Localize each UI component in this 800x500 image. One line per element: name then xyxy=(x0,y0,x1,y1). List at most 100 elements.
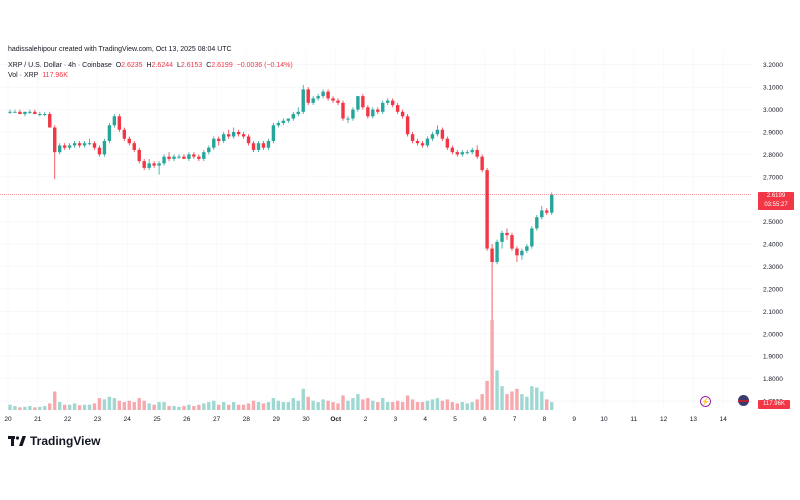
symbol-name[interactable]: XRP / U.S. Dollar · 4h · Coinbase xyxy=(8,62,112,69)
candle-body xyxy=(386,100,390,103)
price-tick-label: 2.5000 xyxy=(763,219,783,226)
volume-bar xyxy=(500,386,504,410)
time-tick-label: 11 xyxy=(630,416,637,423)
volume-bar xyxy=(192,406,196,410)
candle-body xyxy=(43,114,47,116)
candle-body xyxy=(510,235,514,249)
volume-bar xyxy=(415,402,420,410)
candle-body xyxy=(177,156,181,158)
volume-bar xyxy=(460,402,464,410)
volume-bar xyxy=(97,398,102,410)
candle-body xyxy=(167,156,171,159)
volume-bar xyxy=(465,403,469,410)
volume-bar xyxy=(222,402,226,410)
volume-bar xyxy=(142,400,146,410)
close-label: C xyxy=(206,62,212,69)
volume-legend[interactable]: Vol · XRP 117.96K xyxy=(8,72,70,79)
candle-body xyxy=(23,111,27,115)
volume-bar xyxy=(331,402,335,410)
price-tick-label: 3.0000 xyxy=(763,107,783,114)
tradingview-logo[interactable]: TradingView xyxy=(8,434,100,448)
candle-body xyxy=(217,138,221,141)
candle-body xyxy=(276,123,281,126)
price-axis[interactable]: 3.20003.10003.00002.90002.80002.70002.60… xyxy=(763,62,783,405)
time-tick-label: 2 xyxy=(364,416,368,423)
candle-body xyxy=(152,163,156,166)
candle-body xyxy=(97,147,102,155)
candle-body xyxy=(122,129,127,139)
price-tick-label: 2.4000 xyxy=(763,242,783,249)
volume-bar xyxy=(38,406,42,410)
open-value: 2.6235 xyxy=(121,62,143,69)
change-value: −0.0036 (−0.14%) xyxy=(236,62,293,69)
volume-bar xyxy=(137,398,141,410)
lightning-icon[interactable]: ⚡ xyxy=(700,396,711,407)
volume-bar xyxy=(62,404,67,410)
volume-bar xyxy=(82,404,87,410)
candle-body xyxy=(480,156,484,171)
candle-body xyxy=(58,145,62,153)
volume-bar xyxy=(311,400,315,410)
time-tick-label: 25 xyxy=(153,416,161,423)
candle-body xyxy=(301,89,305,112)
volume-bar xyxy=(177,406,181,410)
candle-body xyxy=(53,127,57,153)
symbol-legend[interactable]: XRP / U.S. Dollar · 4h · Coinbase O2.623… xyxy=(8,62,295,69)
candle-body xyxy=(485,170,489,249)
candle-body xyxy=(137,149,141,162)
volume-bar xyxy=(152,404,156,410)
volume-bar xyxy=(231,402,236,410)
time-tick-label: 29 xyxy=(273,416,281,423)
candle-body xyxy=(306,89,310,103)
candle-body xyxy=(291,114,295,119)
candle-body xyxy=(157,163,161,166)
candle-body xyxy=(515,248,519,256)
time-tick-label: 3 xyxy=(394,416,398,423)
candle-body xyxy=(246,136,251,144)
volume-bar xyxy=(67,404,72,410)
candle-body xyxy=(346,118,350,120)
volume-bar xyxy=(197,404,201,410)
volume-bar xyxy=(53,391,57,410)
candle-body xyxy=(182,156,186,159)
candle-body xyxy=(117,116,122,130)
volume-bar xyxy=(535,387,539,410)
volume-bar xyxy=(336,403,340,410)
time-tick-label: 4 xyxy=(423,416,427,423)
volume-bar xyxy=(346,400,350,410)
candle-body xyxy=(18,111,22,115)
candle-body xyxy=(316,96,320,99)
volume-bar xyxy=(321,399,325,410)
candle-body xyxy=(38,114,42,116)
volume-bar xyxy=(296,400,300,410)
time-tick-label: 27 xyxy=(213,416,221,423)
volume-bar xyxy=(525,396,529,410)
candle-body xyxy=(430,134,435,139)
candle-body xyxy=(495,241,499,263)
time-axis[interactable]: 20 21 22 23 24 25 26 27 28 29 30 Oct 2 3 4 5 6 7 8 9 10 11 12 1… xyxy=(4,416,727,423)
credit-line: hadissalehipour created with TradingView… xyxy=(8,46,232,53)
candle-body xyxy=(261,143,266,148)
time-tick-label: 21 xyxy=(34,416,42,423)
volume-bar xyxy=(157,402,161,410)
volume-bar xyxy=(326,400,330,410)
candle-body xyxy=(132,143,136,150)
candle-body xyxy=(241,134,246,137)
volume-bar xyxy=(132,402,136,410)
tradingview-logo-icon xyxy=(8,436,26,446)
candle-body xyxy=(460,152,464,155)
candle-body xyxy=(435,129,440,135)
volume-bar xyxy=(351,398,355,410)
candle-body xyxy=(202,152,206,159)
time-tick-label: 22 xyxy=(64,416,72,423)
candle-body xyxy=(236,131,241,135)
candle-body xyxy=(500,232,504,242)
candle-body xyxy=(440,129,445,139)
volume-bar xyxy=(550,402,554,410)
candle-body xyxy=(455,152,459,155)
candle-body xyxy=(450,147,455,153)
candle-body xyxy=(356,96,360,110)
volume-bar xyxy=(390,402,395,410)
volume-bar xyxy=(430,399,435,410)
